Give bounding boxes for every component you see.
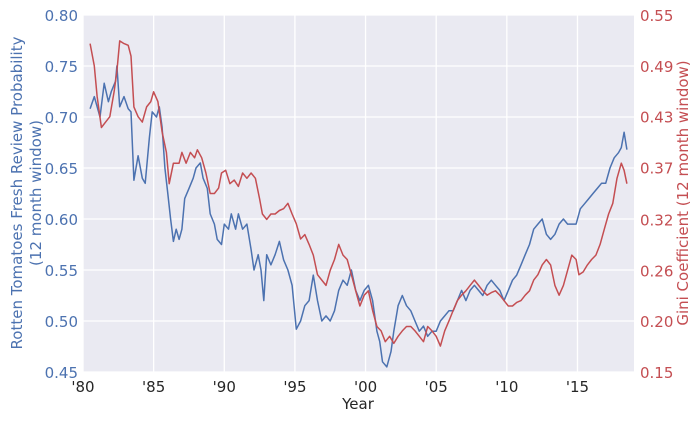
y-tick-label: 0.50 (45, 313, 78, 331)
y2-tick-label: 0.43 (640, 109, 673, 127)
gini-coefficient-line (89, 40, 628, 347)
y2-tick-label: 0.32 (640, 211, 673, 229)
x-tick-label: '90 (213, 378, 236, 396)
plot-background (83, 15, 634, 372)
x-tick-label: '80 (71, 378, 94, 396)
x-tick-label: '10 (495, 378, 518, 396)
y2-axis-label: Gini Coefficient (12 month window) (674, 60, 692, 325)
x-axis-label: Year (341, 395, 375, 413)
y2-tick-label: 0.20 (640, 313, 673, 331)
x-tick-label: '95 (283, 378, 306, 396)
y-axis-label-line1: Rotten Tomatoes Fresh Review Probability (8, 36, 26, 349)
y2-tick-label: 0.49 (640, 58, 673, 76)
y-tick-label: 0.45 (45, 364, 78, 382)
x-tick-label: '85 (142, 378, 165, 396)
y2-tick-label: 0.37 (640, 160, 673, 178)
series-lines (89, 40, 628, 368)
fresh-probability-line (89, 65, 628, 368)
y-tick-label: 0.75 (45, 58, 78, 76)
x-tick-label: '15 (566, 378, 589, 396)
y2-tick-label: 0.15 (640, 364, 673, 382)
y-tick-label: 0.80 (45, 7, 78, 25)
y-tick-label: 0.70 (45, 109, 78, 127)
x-tick-label: '05 (425, 378, 448, 396)
x-tick-label: '00 (354, 378, 377, 396)
gridlines (82, 14, 634, 373)
y2-tick-labels: 0.15 0.20 0.26 0.32 0.37 0.43 0.49 0.55 (640, 7, 673, 382)
y-tick-labels: 0.45 0.50 0.55 0.60 0.65 0.70 0.75 0.80 (45, 7, 78, 382)
y-tick-label: 0.55 (45, 262, 78, 280)
y-tick-label: 0.60 (45, 211, 78, 229)
y2-tick-label: 0.55 (640, 7, 673, 25)
y-axis-label-line2: (12 month window) (27, 120, 45, 266)
y2-tick-label: 0.26 (640, 262, 673, 280)
y-tick-label: 0.65 (45, 160, 78, 178)
x-tick-labels: '80 '85 '90 '95 '00 '05 '10 '15 (71, 378, 589, 396)
